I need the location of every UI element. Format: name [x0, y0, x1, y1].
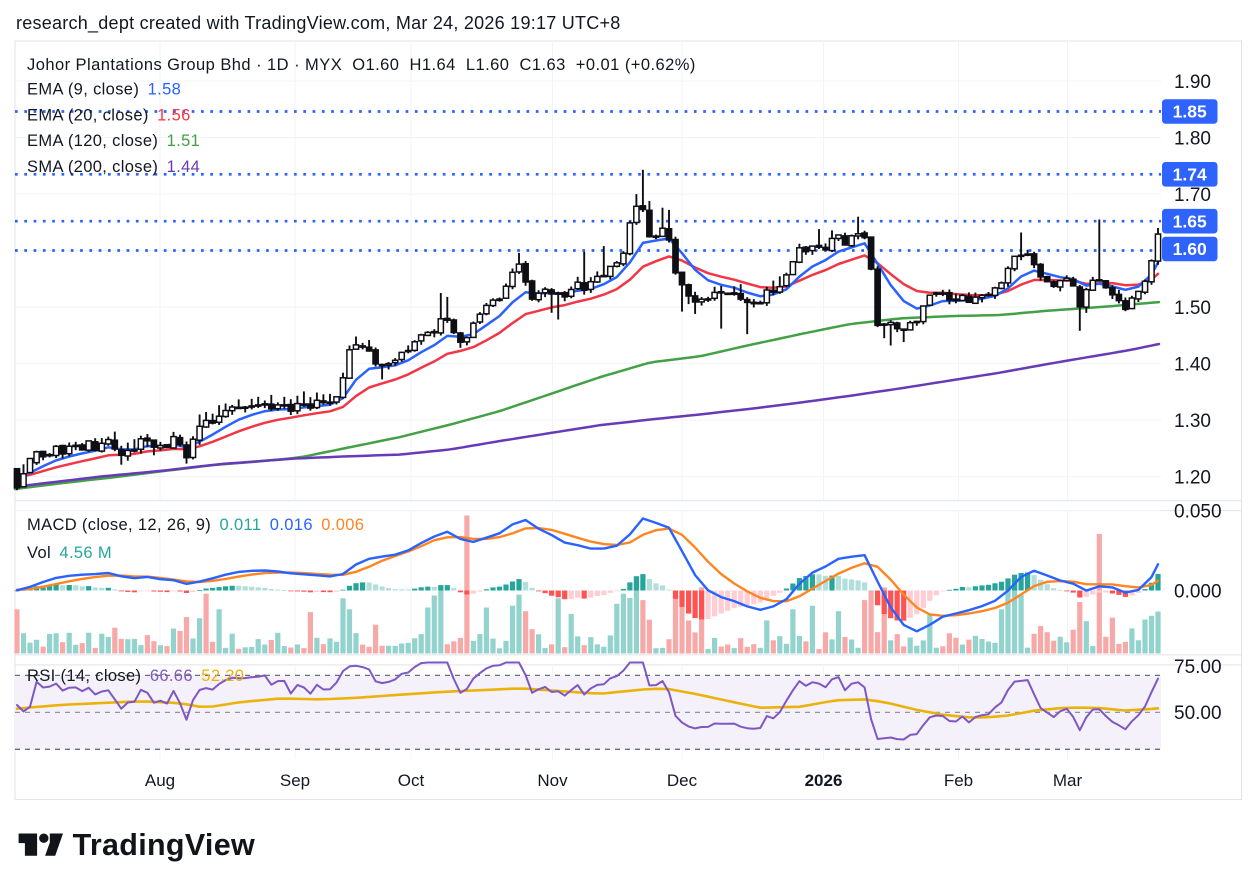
svg-text:50.00: 50.00 [1174, 703, 1222, 724]
svg-text:1.85: 1.85 [1173, 102, 1207, 122]
svg-text:Vol 4.56 M: Vol 4.56 M [27, 544, 112, 562]
svg-text:1.70: 1.70 [1174, 185, 1211, 206]
svg-text:Oct: Oct [398, 771, 425, 790]
svg-text:EMA (20, close) 1.56: EMA (20, close) 1.56 [27, 107, 191, 125]
svg-text:RSI (14, close) 66.66 52.20: RSI (14, close) 66.66 52.20 [27, 667, 244, 685]
svg-text:1.60: 1.60 [1173, 239, 1207, 259]
svg-text:research_dept created with Tra: research_dept created with TradingView.c… [16, 13, 621, 34]
svg-text:0.000: 0.000 [1174, 581, 1222, 602]
svg-text:1.40: 1.40 [1174, 354, 1211, 375]
svg-text:SMA (200, close) 1.44: SMA (200, close) 1.44 [27, 158, 200, 176]
svg-text:1.90: 1.90 [1174, 72, 1211, 93]
svg-text:Johor Plantations Group Bhd ·: Johor Plantations Group Bhd · 1D · MYX O… [27, 56, 696, 74]
svg-text:Sep: Sep [280, 771, 310, 790]
svg-text:EMA (9, close) 1.58: EMA (9, close) 1.58 [27, 81, 181, 99]
svg-text:Aug: Aug [145, 771, 175, 790]
svg-text:1.50: 1.50 [1174, 298, 1211, 319]
svg-text:Dec: Dec [667, 771, 698, 790]
svg-text:0.050: 0.050 [1174, 501, 1222, 522]
svg-text:Nov: Nov [537, 771, 568, 790]
svg-text:1.65: 1.65 [1173, 211, 1207, 231]
svg-text:EMA (120, close) 1.51: EMA (120, close) 1.51 [27, 132, 200, 150]
svg-text:1.80: 1.80 [1174, 128, 1211, 149]
svg-text:2026: 2026 [805, 771, 843, 790]
svg-text:75.00: 75.00 [1174, 657, 1222, 678]
svg-text:MACD (close, 12, 26, 9) 0.011: MACD (close, 12, 26, 9) 0.011 0.016 0.00… [27, 516, 364, 534]
svg-text:Mar: Mar [1053, 771, 1083, 790]
svg-text:1.20: 1.20 [1174, 467, 1211, 488]
svg-text:TradingView: TradingView [73, 828, 255, 862]
svg-text:Feb: Feb [944, 771, 973, 790]
svg-text:1.30: 1.30 [1174, 411, 1211, 432]
svg-text:1.74: 1.74 [1173, 165, 1207, 185]
